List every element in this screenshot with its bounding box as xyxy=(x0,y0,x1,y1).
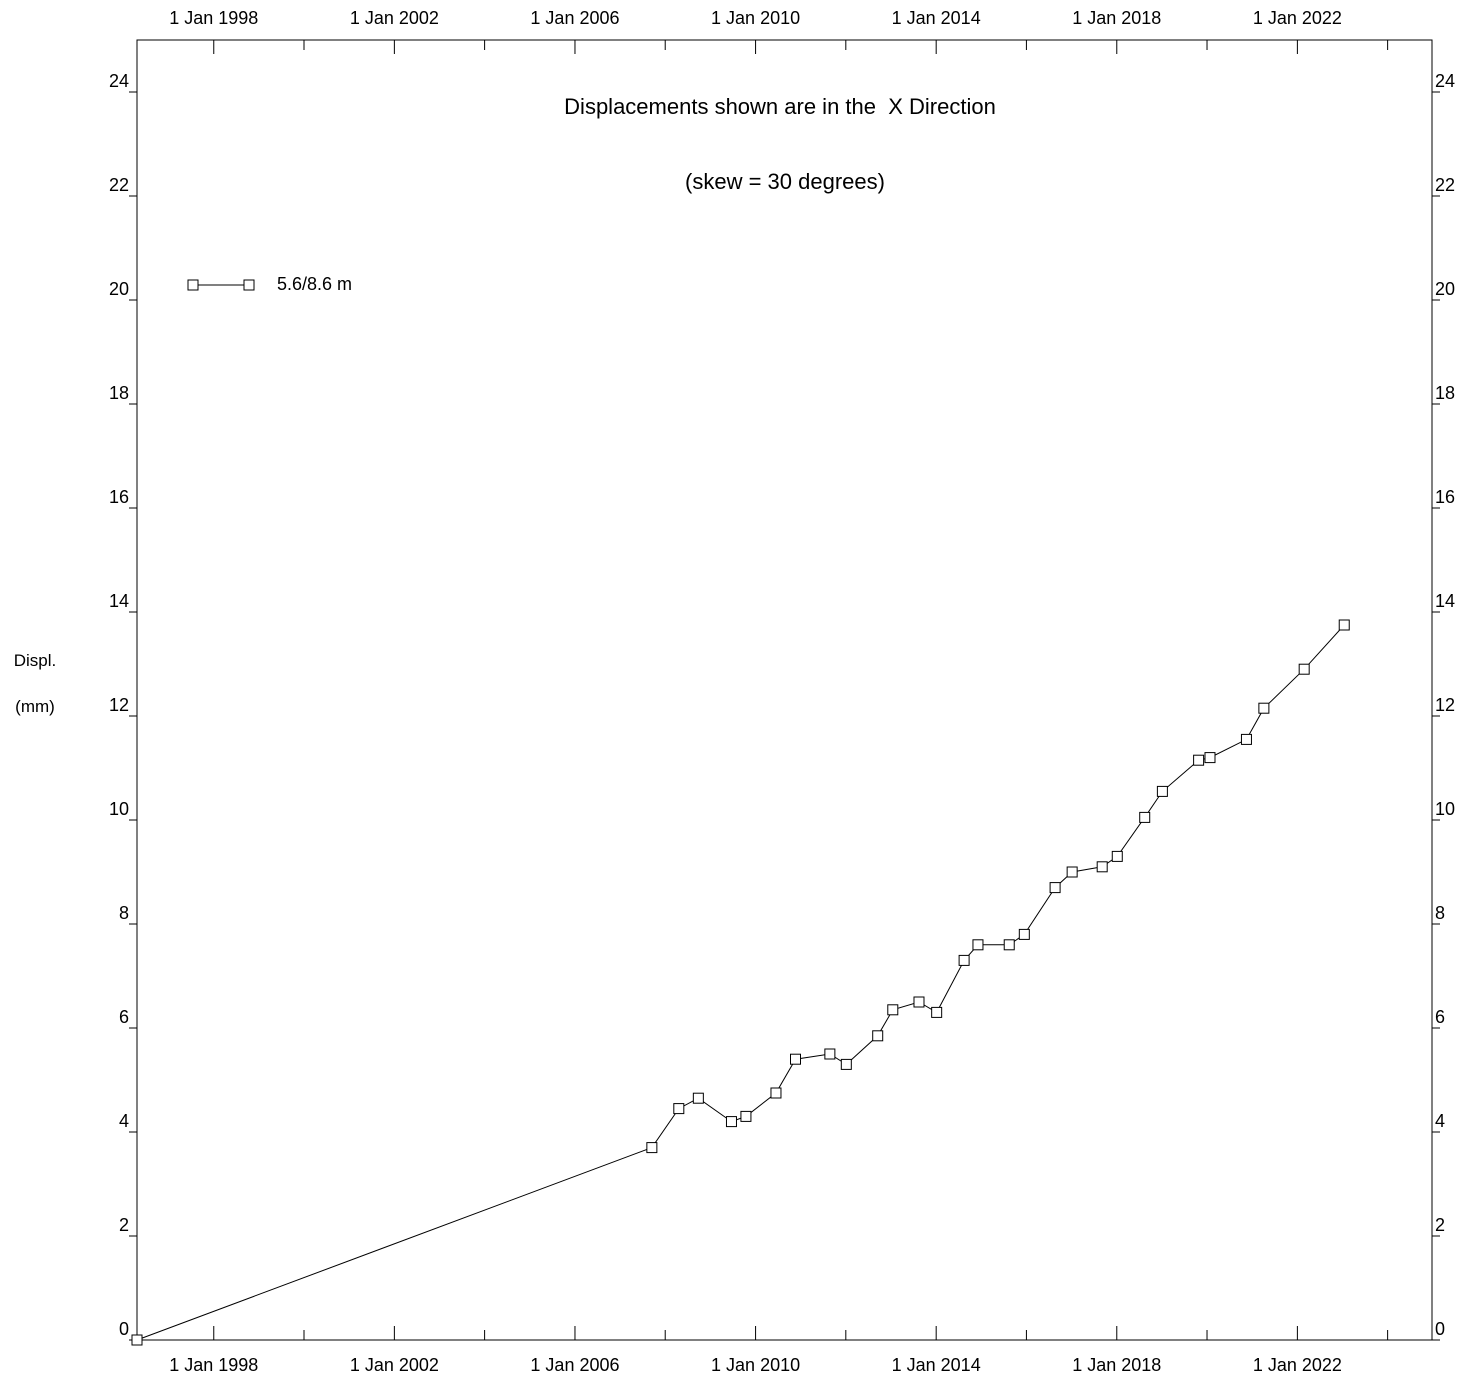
x-tick-label-top: 1 Jan 1998 xyxy=(169,8,258,28)
data-point-marker xyxy=(824,1048,836,1060)
y-tick-label-left: 6 xyxy=(119,1007,129,1027)
data-point-marker xyxy=(1018,928,1030,940)
x-tick-label-bottom: 1 Jan 2014 xyxy=(892,1355,981,1375)
y-tick-label-left: 8 xyxy=(119,903,129,923)
data-point-marker xyxy=(1193,754,1205,766)
y-tick-label-left: 24 xyxy=(109,71,129,91)
y-tick-label-left: 4 xyxy=(119,1111,129,1131)
data-point-marker xyxy=(913,996,925,1008)
plot-frame xyxy=(136,39,1433,1341)
y-tick-label-left: 14 xyxy=(109,591,129,611)
data-point-marker xyxy=(1156,785,1168,797)
y-tick-label-left: 16 xyxy=(109,487,129,507)
data-point-marker xyxy=(673,1103,685,1115)
y-tick-label-right: 6 xyxy=(1435,1007,1445,1027)
y-axis-label-line1: Displ. xyxy=(14,651,57,670)
y-axis-label-line2: (mm) xyxy=(15,697,55,716)
series-line xyxy=(136,624,1345,1341)
y-tick-label-left: 12 xyxy=(109,695,129,715)
x-tick-label-bottom: 1 Jan 2010 xyxy=(711,1355,800,1375)
legend: 5.6/8.6 m xyxy=(187,274,352,294)
data-point-marker xyxy=(646,1142,658,1154)
series-layer xyxy=(131,619,1350,1346)
x-tick-label-top: 1 Jan 2010 xyxy=(711,8,800,28)
data-point-marker xyxy=(1258,702,1270,714)
x-tick-label-bottom: 1 Jan 1998 xyxy=(169,1355,258,1375)
data-point-marker xyxy=(740,1110,752,1122)
y-tick-label-right: 16 xyxy=(1435,487,1455,507)
y-tick-label-left: 18 xyxy=(109,383,129,403)
y-tick-label-right: 4 xyxy=(1435,1111,1445,1131)
data-point-marker xyxy=(872,1030,884,1042)
data-point-marker xyxy=(692,1092,704,1104)
y-tick-label-left: 2 xyxy=(119,1215,129,1235)
y-tick-label-right: 20 xyxy=(1435,279,1455,299)
data-point-marker xyxy=(770,1087,782,1099)
x-tick-label-bottom: 1 Jan 2022 xyxy=(1253,1355,1342,1375)
data-point-marker xyxy=(1240,733,1252,745)
legend-marker-right xyxy=(243,279,255,291)
data-point-marker xyxy=(131,1334,143,1346)
x-tick-label-top: 1 Jan 2006 xyxy=(530,8,619,28)
y-tick-label-right: 2 xyxy=(1435,1215,1445,1235)
data-point-marker xyxy=(1111,850,1123,862)
y-tick-label-left: 0 xyxy=(119,1319,129,1339)
legend-marker-left xyxy=(187,279,199,291)
data-point-marker xyxy=(1338,619,1350,631)
y-tick-label-right: 0 xyxy=(1435,1319,1445,1339)
chart-subtitle: (skew = 30 degrees) xyxy=(685,169,885,194)
y-tick-label-right: 18 xyxy=(1435,383,1455,403)
y-tick-label-right: 10 xyxy=(1435,799,1455,819)
x-tick-label-top: 1 Jan 2014 xyxy=(892,8,981,28)
y-tick-label-left: 10 xyxy=(109,799,129,819)
data-point-marker xyxy=(725,1116,737,1128)
x-tick-label-top: 1 Jan 2022 xyxy=(1253,8,1342,28)
x-tick-label-bottom: 1 Jan 2018 xyxy=(1072,1355,1161,1375)
x-tick-label-bottom: 1 Jan 2002 xyxy=(350,1355,439,1375)
y-tick-label-right: 12 xyxy=(1435,695,1455,715)
data-point-marker xyxy=(958,954,970,966)
data-point-marker xyxy=(887,1004,899,1016)
data-point-marker xyxy=(1003,939,1015,951)
data-point-marker xyxy=(790,1053,801,1065)
x-tick-label-top: 1 Jan 2018 xyxy=(1072,8,1161,28)
data-point-marker xyxy=(931,1006,943,1018)
y-tick-label-right: 14 xyxy=(1435,591,1455,611)
y-tick-label-left: 20 xyxy=(109,279,129,299)
axes-layer: 1 Jan 1998 1 Jan 1998 1 Jan 2002 1 Jan 2002… xyxy=(109,8,1455,1375)
y-tick-label-right: 8 xyxy=(1435,903,1445,923)
x-tick-label-top: 1 Jan 2002 xyxy=(350,8,439,28)
data-point-marker xyxy=(1096,861,1108,873)
legend-label: 5.6/8.6 m xyxy=(277,274,352,294)
y-tick-label-right: 22 xyxy=(1435,175,1455,195)
data-point-marker xyxy=(1049,882,1061,894)
data-point-marker xyxy=(840,1058,852,1070)
data-point-marker xyxy=(1204,752,1216,764)
chart-title: Displacements shown are in the X Directi… xyxy=(564,94,996,119)
y-tick-label-right: 24 xyxy=(1435,71,1455,91)
data-point-marker xyxy=(1139,811,1151,823)
data-point-marker xyxy=(1298,663,1310,675)
x-tick-label-bottom: 1 Jan 2006 xyxy=(530,1355,619,1375)
data-point-marker xyxy=(972,939,984,951)
y-tick-label-left: 22 xyxy=(109,175,129,195)
data-point-marker xyxy=(1066,866,1078,878)
